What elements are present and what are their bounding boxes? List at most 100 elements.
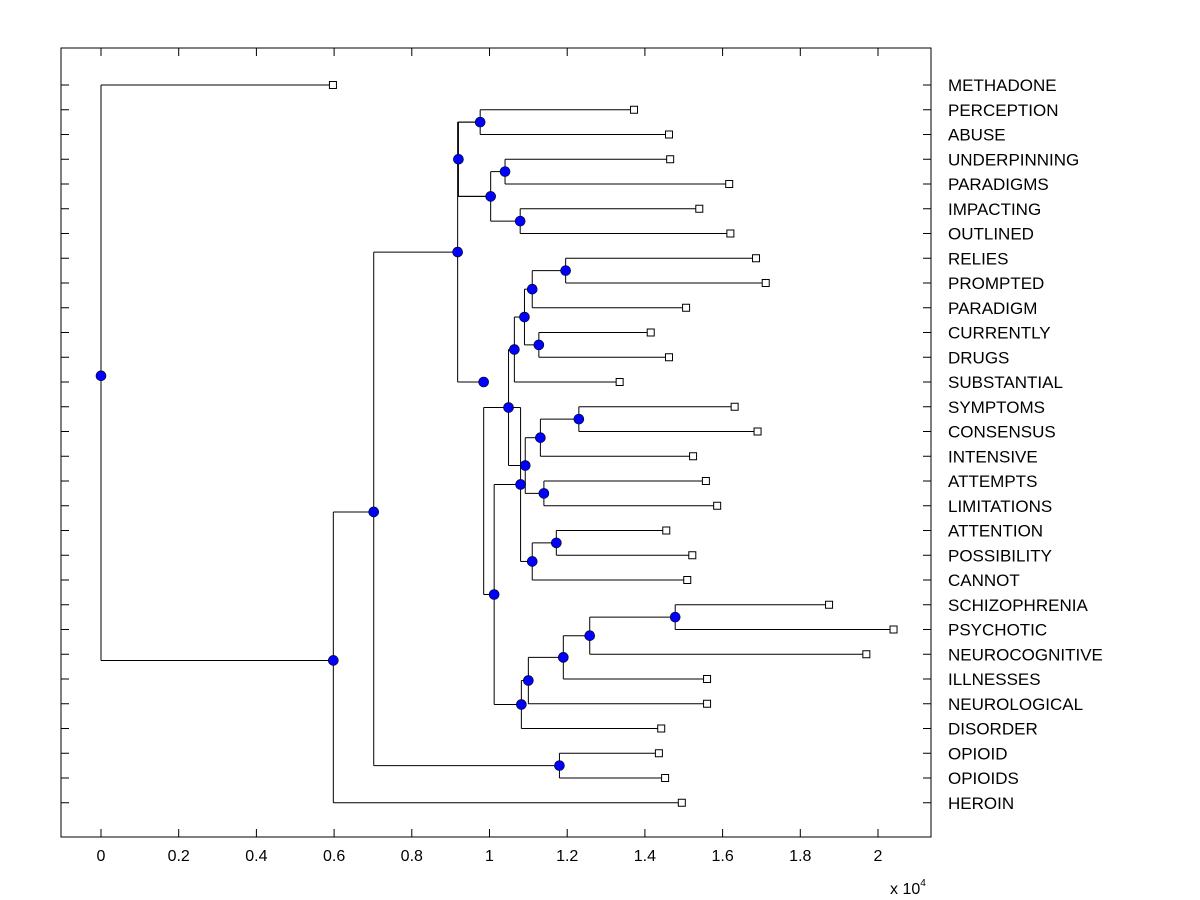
leaf-marker — [862, 650, 871, 659]
merge-node — [516, 699, 527, 710]
merge-node — [519, 460, 531, 471]
merge-node — [558, 652, 569, 663]
merge-node — [368, 506, 380, 518]
merge-node — [519, 311, 530, 323]
leaf-marker — [664, 353, 673, 362]
leaf-marker — [646, 328, 655, 337]
x-tick-label: 1.6 — [711, 848, 733, 865]
leaf-label: OUTLINED — [948, 225, 1034, 244]
x-tick-label: 0 — [97, 848, 106, 865]
x-tick-label: 1 — [485, 848, 494, 865]
merge-node — [452, 246, 463, 258]
x-tick-label: 1.2 — [556, 848, 578, 865]
merge-node — [584, 630, 596, 641]
plot-frame — [60, 47, 932, 838]
leaf-label: CURRENTLY — [948, 324, 1051, 343]
leaf-marker — [730, 402, 739, 411]
merge-node — [485, 191, 496, 202]
leaf-marker — [752, 254, 761, 263]
leaf-label: PARADIGMS — [948, 175, 1049, 194]
merge-node — [95, 370, 107, 382]
merge-node — [573, 413, 585, 425]
leaf-marker — [689, 452, 698, 461]
leaf-label: ILLNESSES — [948, 670, 1041, 689]
x-axis-multiplier-base: x 10 — [890, 881, 920, 898]
leaf-marker — [683, 576, 692, 584]
leaf-label: PARADIGM — [948, 299, 1037, 318]
leaf-marker — [682, 303, 691, 312]
leaf-label: CONSENSUS — [948, 423, 1056, 442]
leaf-markers — [328, 81, 898, 807]
x-axis-multiplier: x 104 — [890, 878, 926, 898]
leaf-label: ATTEMPTS — [948, 472, 1037, 491]
leaf-marker — [615, 378, 624, 386]
leaf-marker — [688, 551, 697, 560]
x-tick-label: 1.4 — [634, 848, 656, 865]
merge-node — [526, 283, 538, 295]
merge-node — [538, 488, 550, 499]
merge-node — [478, 376, 489, 388]
merge-node — [533, 339, 545, 351]
leaf-marker — [726, 229, 735, 238]
leaf-marker — [657, 724, 666, 733]
merge-node — [526, 556, 538, 567]
merge-node — [669, 611, 681, 623]
leaf-label: ATTENTION — [948, 522, 1043, 541]
leaf-marker — [654, 749, 663, 758]
x-tick-label: 0.4 — [245, 848, 267, 865]
leaf-marker — [701, 477, 710, 485]
leaf-label: HEROIN — [948, 794, 1014, 813]
leaf-label: DISORDER — [948, 720, 1038, 739]
leaf-label: UNDERPINNING — [948, 150, 1079, 169]
leaf-marker — [328, 81, 337, 89]
x-axis-multiplier-exponent: 4 — [920, 878, 926, 889]
leaf-label: IMPACTING — [948, 200, 1041, 219]
x-tick-label: 1.8 — [789, 848, 811, 865]
leaf-label: PSYCHOTIC — [948, 621, 1047, 640]
leaf-label: DRUGS — [948, 348, 1009, 367]
leaf-marker — [630, 105, 639, 114]
leaf-marker — [889, 625, 898, 634]
leaf-label: SCHIZOPHRENIA — [948, 596, 1088, 615]
merge-node — [560, 265, 571, 276]
leaf-label: INTENSIVE — [948, 447, 1038, 466]
merge-node — [474, 116, 486, 128]
leaf-label: POSSIBILITY — [948, 546, 1052, 565]
x-tick-label: 2 — [874, 848, 883, 865]
merge-node — [551, 537, 562, 549]
merge-node — [509, 344, 520, 355]
leaf-marker — [695, 204, 704, 213]
leaf-label: SUBSTANTIAL — [948, 373, 1063, 392]
leaf-marker — [761, 279, 770, 287]
leaf-marker — [662, 526, 671, 535]
leaf-label: PROMPTED — [948, 274, 1044, 293]
merge-node — [514, 215, 526, 227]
x-tick-label: 0.2 — [168, 848, 190, 865]
leaf-label: PERCEPTION — [948, 101, 1059, 120]
merge-node — [535, 432, 546, 443]
leaf-label: SYMPTOMS — [948, 398, 1045, 417]
x-tick-label: 0.6 — [323, 848, 345, 865]
merge-node — [499, 166, 511, 177]
leaf-marker — [666, 155, 675, 164]
leaf-marker — [725, 180, 734, 188]
merge-node — [488, 589, 500, 600]
leaf-label: NEUROCOGNITIVE — [948, 645, 1103, 664]
leaf-label: METHADONE — [948, 76, 1057, 95]
merge-node — [503, 402, 514, 413]
leaf-label: OPIOID — [948, 744, 1008, 763]
leaf-label: RELIES — [948, 249, 1008, 268]
leaf-label: LIMITATIONS — [948, 497, 1052, 516]
merge-node — [453, 153, 464, 165]
leaf-label: NEUROLOGICAL — [948, 695, 1083, 714]
leaf-marker — [753, 427, 762, 436]
leaf-label: CANNOT — [948, 571, 1020, 590]
merge-node — [328, 655, 339, 666]
merge-node — [523, 675, 534, 686]
axis-ticks — [61, 48, 931, 837]
x-tick-label: 0.8 — [401, 848, 423, 865]
leaf-marker — [703, 699, 712, 708]
leaf-marker — [703, 675, 712, 683]
leaf-marker — [664, 130, 673, 139]
